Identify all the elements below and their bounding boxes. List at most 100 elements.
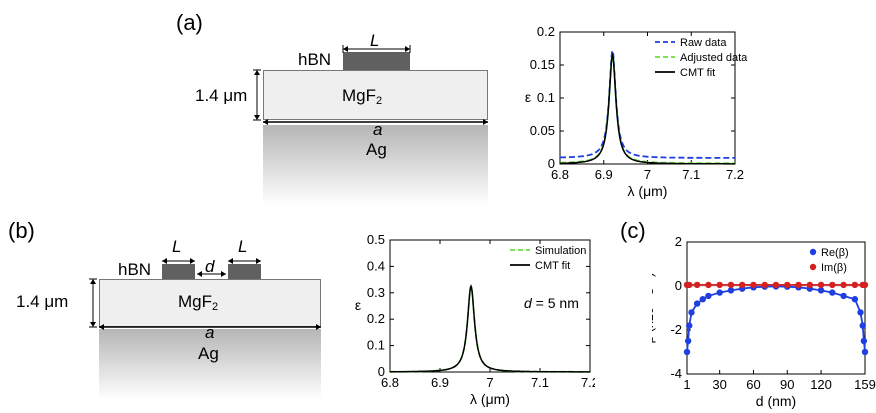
mgf2-label: MgF2 [178,292,219,313]
series-line [559,47,735,159]
data-point [750,281,757,289]
mgf2-label: MgF2 [342,86,383,107]
panel-a-schematic: hBN L 1.4 μm MgF2 a Ag [180,30,500,205]
x-tick-label: 90 [780,377,794,392]
y-tick-label: 0 [548,156,555,171]
x-tick-label: 6.9 [595,167,613,182]
chart-b: 6.8 6.9 7 7.1 7.2 0 0.1 0.2 0.3 0.4 0.5 λ (μm) ε Simu… [355,232,595,407]
y-axis-label: β (x10¹² s⁻¹) [652,273,656,344]
ag-substrate [263,125,488,205]
hbn-ribbon [343,52,410,70]
data-point [861,348,869,356]
data-point [772,281,780,289]
data-point [761,281,768,289]
data-point [860,337,868,345]
mgf2-layer [263,70,488,120]
panel-c-label: (c) [620,218,646,243]
x-tick-label: 6.8 [551,167,569,182]
x-tick-label: 30 [712,377,726,392]
panel-b-label: (b) [8,218,35,243]
y-tick-label: 0 [675,278,682,293]
data-point [705,281,712,289]
data-point [686,281,693,289]
data-point [739,281,746,289]
panel-a-label: (a) [176,10,203,35]
y-tick-label: 0.1 [367,338,385,353]
data-point [840,281,847,289]
y-tick-label: 0.5 [367,232,385,247]
x-axis-label: d (nm) [756,393,796,409]
hbn-label: hBN [298,50,332,69]
data-point [859,322,866,329]
x-tick-label: 6.8 [381,375,399,390]
x-tick-label: 159 [854,377,876,392]
x-tick-label: 7.2 [726,167,744,182]
data-point [840,292,847,300]
data-point [829,281,836,289]
hbn-ribbon-left [162,264,195,279]
x-axis-label: λ (μm) [470,391,510,407]
y-tick-label: 0.4 [367,258,385,273]
hbn-label: hBN [118,260,152,279]
data-point [716,289,723,296]
x-tick-label: 60 [746,377,760,392]
data-point [693,281,701,289]
legend-label: Raw data [680,37,727,49]
data-point [851,281,859,289]
y-tick-label: -4 [670,366,682,381]
series-line [560,52,735,165]
data-point [693,300,701,307]
legend-label: Im(β) [821,262,847,274]
panel-a-arrows [253,45,488,125]
data-point [727,281,735,289]
legend-label: Adjusted data [680,52,748,64]
y-tick-label: 0.1 [537,90,555,105]
data-point [716,281,723,289]
legend-label: Simulation [535,245,586,257]
series-line [390,284,590,373]
annotation-text: d = 5 nm [524,295,579,311]
thickness-label: 1.4 μm [16,292,69,311]
data-point [795,281,802,289]
panel-b-arrows [89,258,321,330]
gap-label: d [205,257,215,276]
y-axis-label: ε [355,297,361,313]
data-point [688,309,695,316]
data-point [683,348,691,356]
chart-a: 6.8 6.9 7 7.1 7.2 0 0.05 0.1 0.15 0.2 λ (μm) ε Raw d… [525,24,748,199]
x-tick-label: 120 [810,377,832,392]
x-tick-label: 7 [486,375,493,390]
legend-label: Re(β) [821,247,849,259]
y-tick-label: -2 [670,322,682,337]
data-point [817,281,825,289]
data-point [806,281,813,289]
plot-frame [686,241,866,375]
ag-label: Ag [366,140,387,159]
ag-substrate [99,329,321,399]
period-label: a [373,120,383,139]
data-point [861,281,869,289]
ribbon-width-label: L [370,31,380,50]
thickness-label: 1.4 μm [195,86,248,105]
legend-marker [809,248,817,256]
x-tick-label: 7.1 [531,375,549,390]
ag-label: Ag [198,344,219,363]
data-point [686,322,693,329]
period-label: a [205,323,215,342]
data-point [699,296,706,303]
data-point [817,287,825,294]
x-tick-label: 7.1 [682,167,700,182]
legend-label: CMT fit [680,67,715,79]
panel-b-schematic: hBN L d L 1.4 μm MgF2 a Ag [0,236,340,399]
data-point [705,292,712,300]
y-tick-label: 0 [378,364,385,379]
y-tick-label: 0.15 [530,57,555,72]
x-tick-label: 7 [644,167,651,182]
plot-frame [559,31,736,165]
x-tick-label: 6.9 [431,375,449,390]
data-point [829,289,836,296]
x-axis-label: λ (μm) [628,183,668,199]
y-tick-label: 0.05 [530,123,555,138]
y-tick-label: 0.2 [367,311,385,326]
data-point [784,281,791,289]
